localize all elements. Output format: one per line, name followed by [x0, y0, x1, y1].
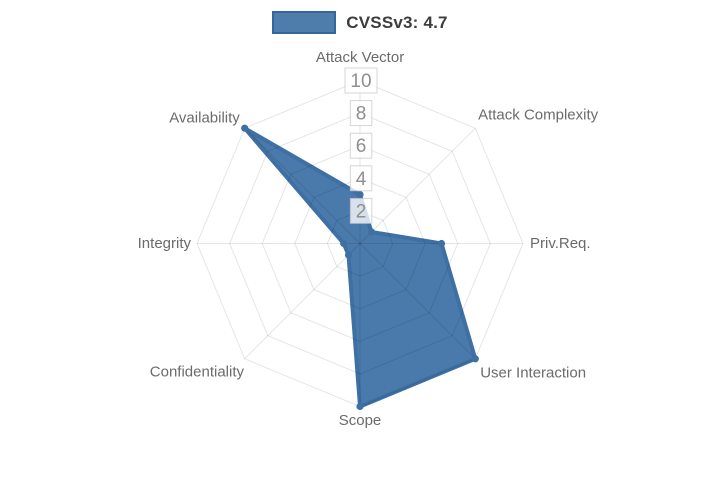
- tick-label: 4: [356, 169, 367, 190]
- tick-backdrop: [349, 165, 373, 192]
- chart-legend[interactable]: CVSSv3: 4.7: [0, 11, 720, 34]
- grid-ring: [326, 210, 394, 277]
- axis-label-availability: Availability: [169, 109, 240, 126]
- axis-label-integrity: Integrity: [138, 235, 192, 252]
- tick-backdrop: [349, 197, 373, 224]
- axis-spoke: [359, 127, 476, 244]
- data-point-user-interaction[interactable]: [471, 355, 479, 363]
- legend-swatch: [272, 11, 337, 34]
- tick-backdrop: [344, 67, 378, 94]
- data-point-priv-req[interactable]: [437, 239, 446, 248]
- data-point-confidentiality[interactable]: [344, 251, 353, 259]
- axis-label-attack-vector: Attack Vector: [316, 49, 404, 66]
- tick-label: 6: [356, 136, 367, 157]
- axis-spoke: [359, 243, 476, 360]
- data-point-attack-complexity[interactable]: [367, 228, 376, 236]
- axis-spoke: [244, 127, 361, 244]
- grid-ring: [294, 177, 426, 310]
- grid-ring: [261, 145, 459, 342]
- axis-spoke: [244, 243, 361, 360]
- grid-ring: [229, 112, 491, 375]
- axis-label-priv-req: Priv.Req.: [530, 235, 591, 252]
- legend-label: CVSSv3: 4.7: [346, 12, 448, 32]
- data-point-integrity[interactable]: [340, 239, 348, 248]
- tick-backdrop: [349, 100, 373, 127]
- tick-label: 8: [356, 104, 367, 125]
- tick-label: 2: [356, 201, 367, 222]
- data-point-attack-vector[interactable]: [356, 191, 364, 199]
- data-point-availability[interactable]: [241, 124, 249, 132]
- axis-label-user-interaction: User Interaction: [480, 365, 586, 382]
- tick-label: 10: [350, 71, 371, 92]
- axis-label-confidentiality: Confidentiality: [150, 364, 245, 381]
- axis-label-scope: Scope: [339, 412, 382, 429]
- data-point-scope[interactable]: [356, 402, 364, 411]
- axis-label-attack-complexity: Attack Complexity: [478, 106, 599, 123]
- tick-backdrop: [349, 132, 373, 159]
